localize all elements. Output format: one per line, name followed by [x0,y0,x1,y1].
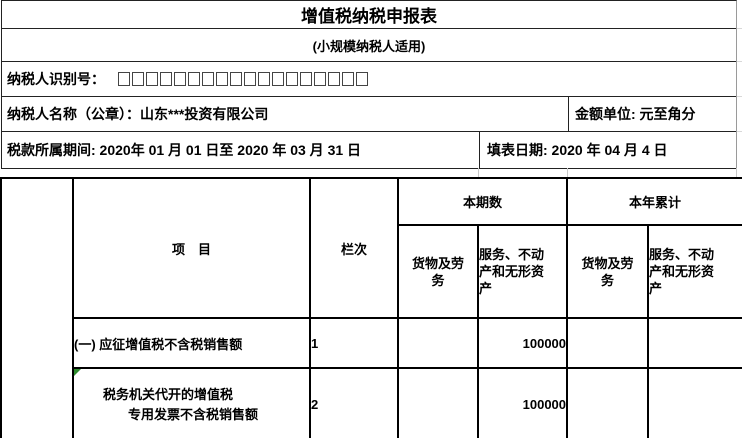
item-line2: 专用发票不含税销售额 [128,406,259,422]
gridline-stub [478,168,479,178]
cell-ytd-goods[interactable] [566,367,650,438]
cell-current-services[interactable]: 100000 [476,367,569,438]
cell-current-goods[interactable] [397,317,479,369]
id-box [160,72,172,86]
item-line1: 税务机关代开的增值税 [103,386,234,402]
row-column-no: 1 [309,317,399,369]
gridline-stub [737,28,742,29]
tax-period-row: 税款所属期间: 2020年 01 月 01 日至 2020 年 03 月 31 … [2,132,736,169]
header-current-goods-services: 货物及劳 务 [397,224,479,319]
id-box [244,72,256,86]
amount-unit: 金额单位: 元至角分 [568,97,736,131]
declaration-table: 项 目 栏次 本期数 本年累计 货物及劳 务 服务、不动 产和无形资 产 货物及… [0,177,742,438]
filing-date: 填表日期: 2020 年 04 月 4 日 [479,132,736,168]
id-box [132,72,144,86]
id-box [174,72,186,86]
taxpayer-id-label: 纳税人识别号： [7,71,105,87]
cell-ytd-services[interactable] [647,367,742,438]
header-current-period: 本期数 [396,177,569,226]
header-item: 项 目 [72,177,311,319]
id-box [356,72,368,86]
cell-current-services[interactable]: 100000 [476,317,569,369]
cell-ytd-services[interactable] [647,317,742,369]
id-box [272,72,284,86]
cell-error-marker-icon [75,370,81,376]
gridline-stub [567,168,568,178]
gridline-stub [737,131,742,132]
gridline-stub [737,96,742,97]
form-title: 增值税纳税申报表 [2,1,736,29]
header-current-services-property: 服务、不动 产和无形资 产 [476,224,569,319]
row-item-label: 税务机关代开的增值税 专用发票不含税销售额 [72,367,311,438]
id-box [118,72,130,86]
table-row: 税务机关代开的增值税 专用发票不含税销售额 2 100000 [1,367,742,438]
cell-ytd-goods[interactable] [566,317,650,369]
header-ytd-goods-services: 货物及劳 务 [566,224,650,319]
taxpayer-name-row: 纳税人名称（公章）：山东***投资有限公司 金额单位: 元至角分 [2,97,736,132]
id-box [188,72,200,86]
id-box [342,72,354,86]
header-year-to-date: 本年累计 [566,177,742,226]
table-row: (一) 应征增值税不含税销售额 1 100000 [1,317,742,369]
header-ytd-services-property: 服务、不动 产和无形资 产 [647,224,742,319]
gridline-stub [737,61,742,62]
row-column-no: 2 [309,367,399,438]
id-box [216,72,228,86]
form-subtitle: (小规模纳税人适用) [2,29,736,62]
id-box [258,72,270,86]
header-column-no: 栏次 [309,177,399,319]
id-box [286,72,298,86]
id-box [146,72,158,86]
taxpayer-name: 纳税人名称（公章）：山东***投资有限公司 [7,106,269,122]
form-header-section: 增值税纳税申报表 (小规模纳税人适用) 纳税人识别号： 纳税人名称（公章）：山东… [1,0,737,169]
id-box [230,72,242,86]
tax-period: 税款所属期间: 2020年 01 月 01 日至 2020 年 03 月 31 … [7,142,362,158]
id-box [328,72,340,86]
left-margin-column [0,177,74,438]
row-item-label: (一) 应征增值税不含税销售额 [72,317,311,369]
id-box [300,72,312,86]
taxpayer-id-boxes[interactable] [118,72,370,86]
taxpayer-id-row: 纳税人识别号： [2,62,736,97]
gridline-stub [736,168,737,178]
cell-current-goods[interactable] [397,367,479,438]
id-box [314,72,326,86]
id-box [202,72,214,86]
